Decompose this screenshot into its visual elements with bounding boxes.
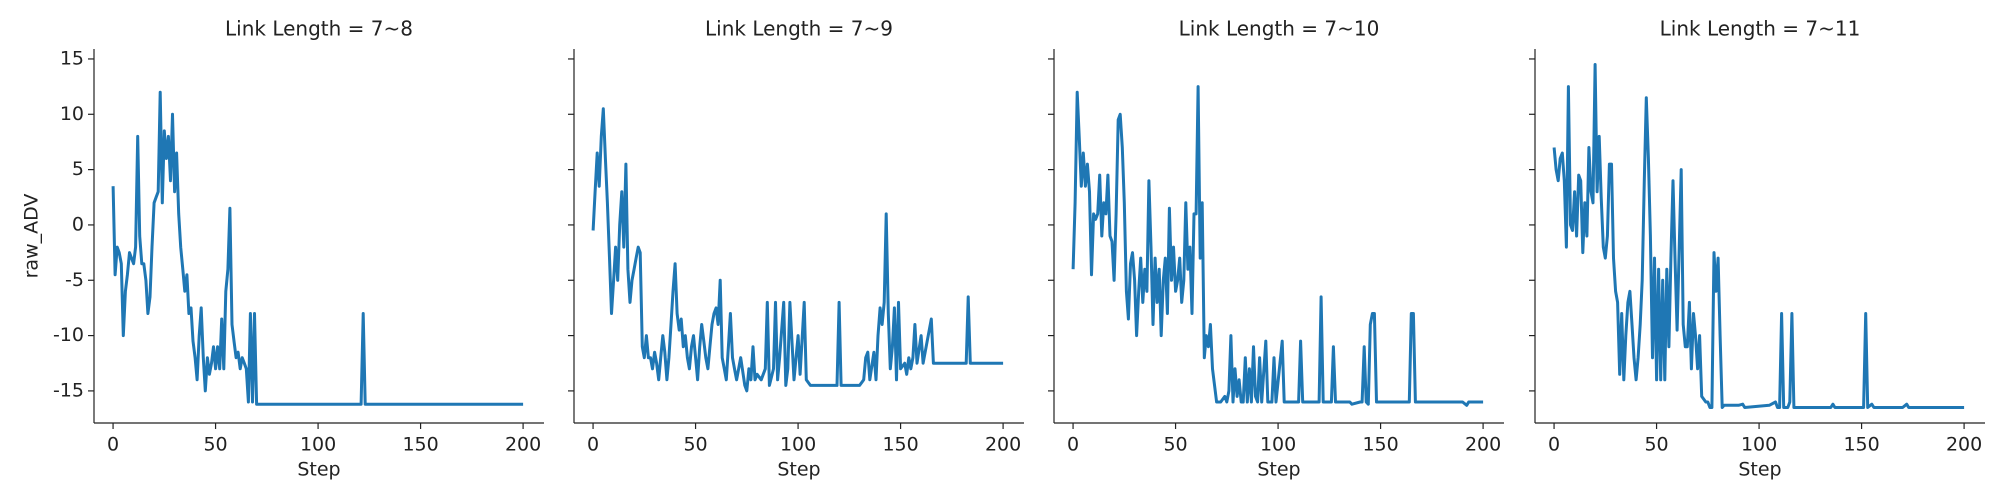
x-tick-label: 50 bbox=[1163, 434, 1187, 456]
panel-title: Link Length = 7~11 bbox=[1660, 17, 1861, 41]
panel-title: Link Length = 7~10 bbox=[1179, 17, 1380, 41]
x-tick-label: 100 bbox=[1741, 434, 1777, 456]
x-tick-label: 200 bbox=[505, 434, 541, 456]
x-tick-label: 150 bbox=[1362, 434, 1398, 456]
data-line bbox=[591, 107, 1004, 393]
data-line bbox=[1071, 85, 1484, 407]
x-tick-label: 0 bbox=[587, 434, 599, 456]
data-line bbox=[111, 90, 524, 406]
x-tick-label: 200 bbox=[1465, 434, 1501, 456]
x-axis-label: Step bbox=[1257, 459, 1300, 481]
x-tick-label: 150 bbox=[1843, 434, 1879, 456]
x-tick-label: 200 bbox=[985, 434, 1021, 456]
x-tick-label: 200 bbox=[1946, 434, 1982, 456]
y-tick-label: 15 bbox=[60, 47, 84, 69]
data-line bbox=[1552, 63, 1965, 409]
x-tick-label: 0 bbox=[1067, 434, 1079, 456]
x-tick-label: 0 bbox=[107, 434, 119, 456]
x-tick-label: 0 bbox=[1548, 434, 1560, 456]
y-axis-label: raw_ADV bbox=[21, 194, 43, 279]
x-tick-label: 100 bbox=[780, 434, 816, 456]
y-tick-label: -10 bbox=[53, 324, 84, 346]
x-tick-label: 50 bbox=[683, 434, 707, 456]
x-axis-label: Step bbox=[297, 459, 340, 481]
panel-title: Link Length = 7~8 bbox=[225, 17, 413, 41]
x-tick-label: 150 bbox=[882, 434, 918, 456]
y-tick-label: -15 bbox=[53, 379, 84, 401]
y-tick-label: 0 bbox=[72, 213, 84, 235]
x-axis-label: Step bbox=[1738, 459, 1781, 481]
x-axis-label: Step bbox=[777, 459, 820, 481]
x-tick-label: 150 bbox=[402, 434, 438, 456]
panel-title: Link Length = 7~9 bbox=[705, 17, 893, 41]
x-tick-label: 50 bbox=[203, 434, 227, 456]
y-tick-label: 10 bbox=[60, 103, 84, 125]
x-tick-label: 50 bbox=[1644, 434, 1668, 456]
x-tick-label: 100 bbox=[1260, 434, 1296, 456]
y-tick-label: 5 bbox=[72, 158, 84, 180]
x-tick-label: 100 bbox=[300, 434, 336, 456]
y-tick-label: -5 bbox=[65, 269, 84, 291]
